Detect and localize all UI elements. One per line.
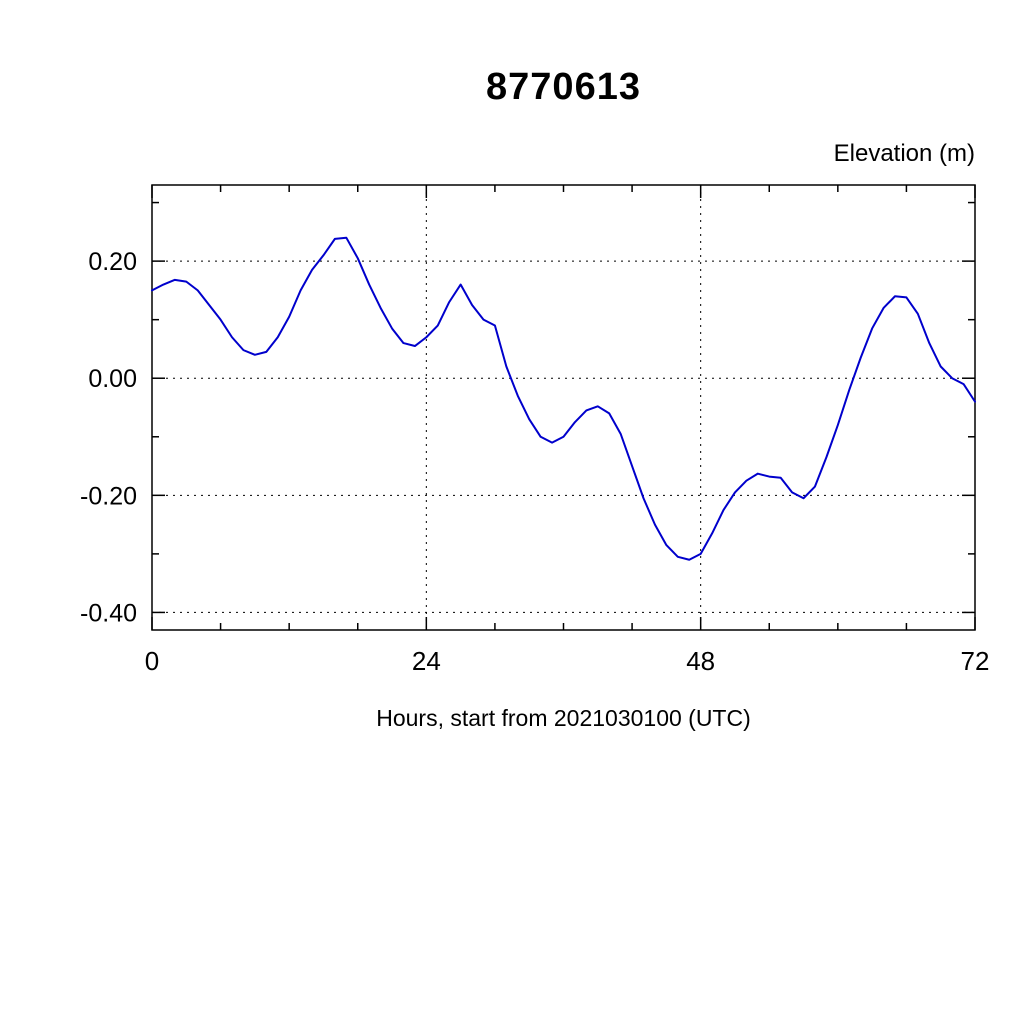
x-tick-label: 24 <box>412 646 441 676</box>
y-tick-label: 0.00 <box>88 365 137 393</box>
y-axis-title: Elevation (m) <box>833 140 975 167</box>
x-tick-label: 48 <box>686 646 715 676</box>
x-tick-label: 0 <box>145 646 159 676</box>
elevation-series-line <box>151 236 976 561</box>
y-tick-label: -0.40 <box>80 599 137 627</box>
x-tick-label: 72 <box>961 646 990 676</box>
chart-title: 8770613 <box>486 66 641 108</box>
y-tick-label: 0.20 <box>88 248 137 276</box>
y-tick-label: -0.20 <box>80 482 137 510</box>
x-axis-title: Hours, start from 2021030100 (UTC) <box>376 705 751 731</box>
plot-frame <box>151 184 976 631</box>
